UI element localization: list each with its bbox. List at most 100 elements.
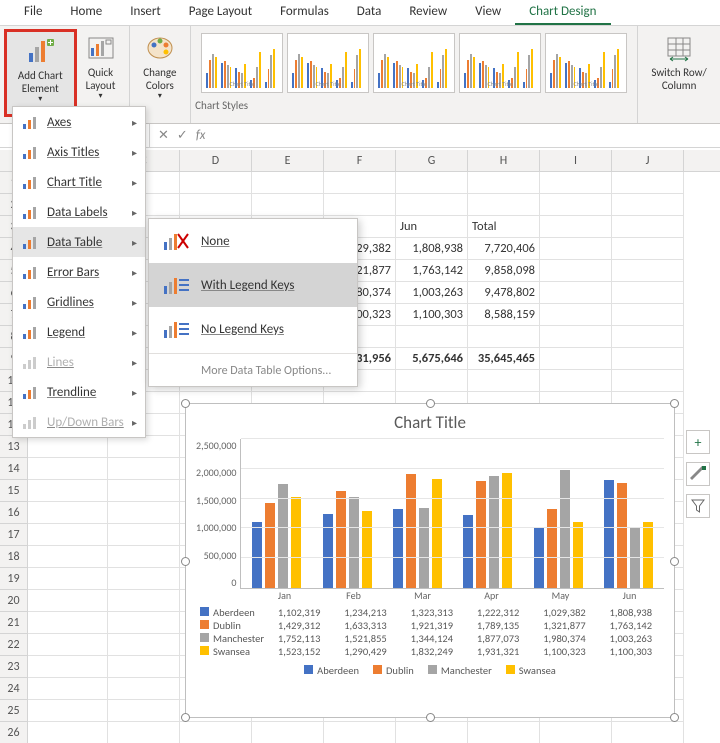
chart-bar[interactable] [604,480,614,588]
chart-bar[interactable] [323,514,333,588]
column-header[interactable]: D [180,150,252,171]
chart-bar[interactable] [560,470,570,588]
chart-filters-button[interactable] [686,494,710,518]
row-header[interactable]: 19 [0,568,28,590]
cell[interactable] [108,700,180,722]
legend-item[interactable]: Manchester [428,664,492,677]
fx-icon[interactable]: fx [196,128,206,143]
ribbon-tab-insert[interactable]: Insert [116,0,175,25]
menu-item-trendline[interactable]: Trendline▸ [13,377,145,407]
cell[interactable] [612,370,684,392]
cell[interactable] [396,326,468,348]
cell[interactable] [324,194,396,216]
submenu-item-none[interactable]: None [149,219,357,263]
cell[interactable] [28,612,108,634]
chart-bar[interactable] [349,497,359,588]
cell[interactable] [108,634,180,656]
chart-style-thumb[interactable]: Chart Title [459,33,541,93]
chart-bar[interactable] [463,515,473,588]
cell[interactable] [540,370,612,392]
menu-item-chart-title[interactable]: Chart Title▸ [13,167,145,197]
cell[interactable] [540,304,612,326]
fx-enter-icon[interactable]: ✓ [177,128,188,143]
cell[interactable]: 5,675,646 [396,348,468,370]
chart-styles-button[interactable] [686,462,710,486]
column-header[interactable]: I [540,150,612,171]
column-header[interactable]: J [612,150,684,171]
chart-bar[interactable] [419,508,429,588]
fx-cancel-icon[interactable]: ✕ [158,128,169,143]
chart-bar[interactable] [252,522,262,588]
cell[interactable] [108,678,180,700]
ribbon-tab-review[interactable]: Review [395,0,461,25]
cell[interactable] [396,172,468,194]
cell[interactable] [612,326,684,348]
column-header[interactable]: F [324,150,396,171]
cell[interactable] [108,568,180,590]
change-colors-button[interactable]: Change Colors ▾ [134,29,187,117]
cell[interactable] [28,678,108,700]
cell[interactable] [28,546,108,568]
switch-row-column-button[interactable]: Switch Row/ Column [642,29,716,117]
cell[interactable] [108,546,180,568]
chart-bar[interactable] [573,522,583,588]
chart-style-gallery[interactable]: Chart TitleChart TitleChart TitleChart T… [195,29,633,97]
cell[interactable] [468,326,540,348]
cell[interactable] [108,656,180,678]
cell[interactable] [612,282,684,304]
cell[interactable] [28,700,108,722]
cell[interactable] [28,634,108,656]
cell[interactable] [612,238,684,260]
chart-bar[interactable] [291,497,301,588]
cell[interactable] [28,524,108,546]
submenu-item-with-legend-keys[interactable]: With Legend Keys [149,263,357,307]
row-header[interactable]: 22 [0,634,28,656]
cell[interactable] [612,348,684,370]
menu-item-axes[interactable]: Axes▸ [13,107,145,137]
chart-style-thumb[interactable]: Chart Title [545,33,627,93]
cell[interactable] [612,216,684,238]
cell[interactable]: 8,588,159 [468,304,540,326]
cell[interactable] [108,458,180,480]
legend-item[interactable]: Dublin [373,664,414,677]
cell[interactable] [252,172,324,194]
row-header[interactable]: 21 [0,612,28,634]
menu-item-error-bars[interactable]: Error Bars▸ [13,257,145,287]
cell[interactable] [468,172,540,194]
cell[interactable] [28,656,108,678]
cell[interactable] [28,480,108,502]
cell[interactable] [108,524,180,546]
cell[interactable] [28,722,108,743]
cell[interactable]: 1,808,938 [396,238,468,260]
ribbon-tab-file[interactable]: File [10,0,56,25]
cell[interactable] [180,194,252,216]
cell[interactable]: 1,003,263 [396,282,468,304]
menu-item-data-labels[interactable]: Data Labels▸ [13,197,145,227]
chart-bar[interactable] [393,509,403,588]
column-header[interactable]: E [252,150,324,171]
cell[interactable] [612,194,684,216]
cell[interactable] [28,458,108,480]
chart-bar[interactable] [406,474,416,589]
cell[interactable]: 35,645,465 [468,348,540,370]
row-header[interactable]: 18 [0,546,28,568]
column-header[interactable]: G [396,150,468,171]
chart-plot-area[interactable] [240,439,664,589]
cell[interactable] [468,370,540,392]
cell[interactable]: 9,478,802 [468,282,540,304]
submenu-more-options[interactable]: More Data Table Options... [149,356,357,386]
ribbon-tab-chart-design[interactable]: Chart Design [515,0,610,25]
cell[interactable] [108,480,180,502]
menu-item-gridlines[interactable]: Gridlines▸ [13,287,145,317]
row-header[interactable]: 14 [0,458,28,480]
cell[interactable]: 1,763,142 [396,260,468,282]
cell[interactable]: 9,858,098 [468,260,540,282]
legend-item[interactable]: Swansea [506,664,556,677]
cell[interactable] [468,722,540,743]
menu-item-legend[interactable]: Legend▸ [13,317,145,347]
cell[interactable] [108,722,180,743]
cell[interactable] [28,568,108,590]
legend-item[interactable]: Aberdeen [304,664,359,677]
cell[interactable] [540,260,612,282]
cell[interactable] [108,502,180,524]
